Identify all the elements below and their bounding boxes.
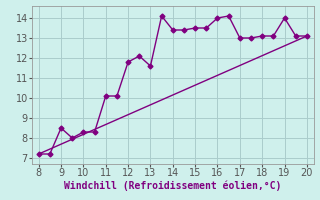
X-axis label: Windchill (Refroidissement éolien,°C): Windchill (Refroidissement éolien,°C) (64, 181, 282, 191)
